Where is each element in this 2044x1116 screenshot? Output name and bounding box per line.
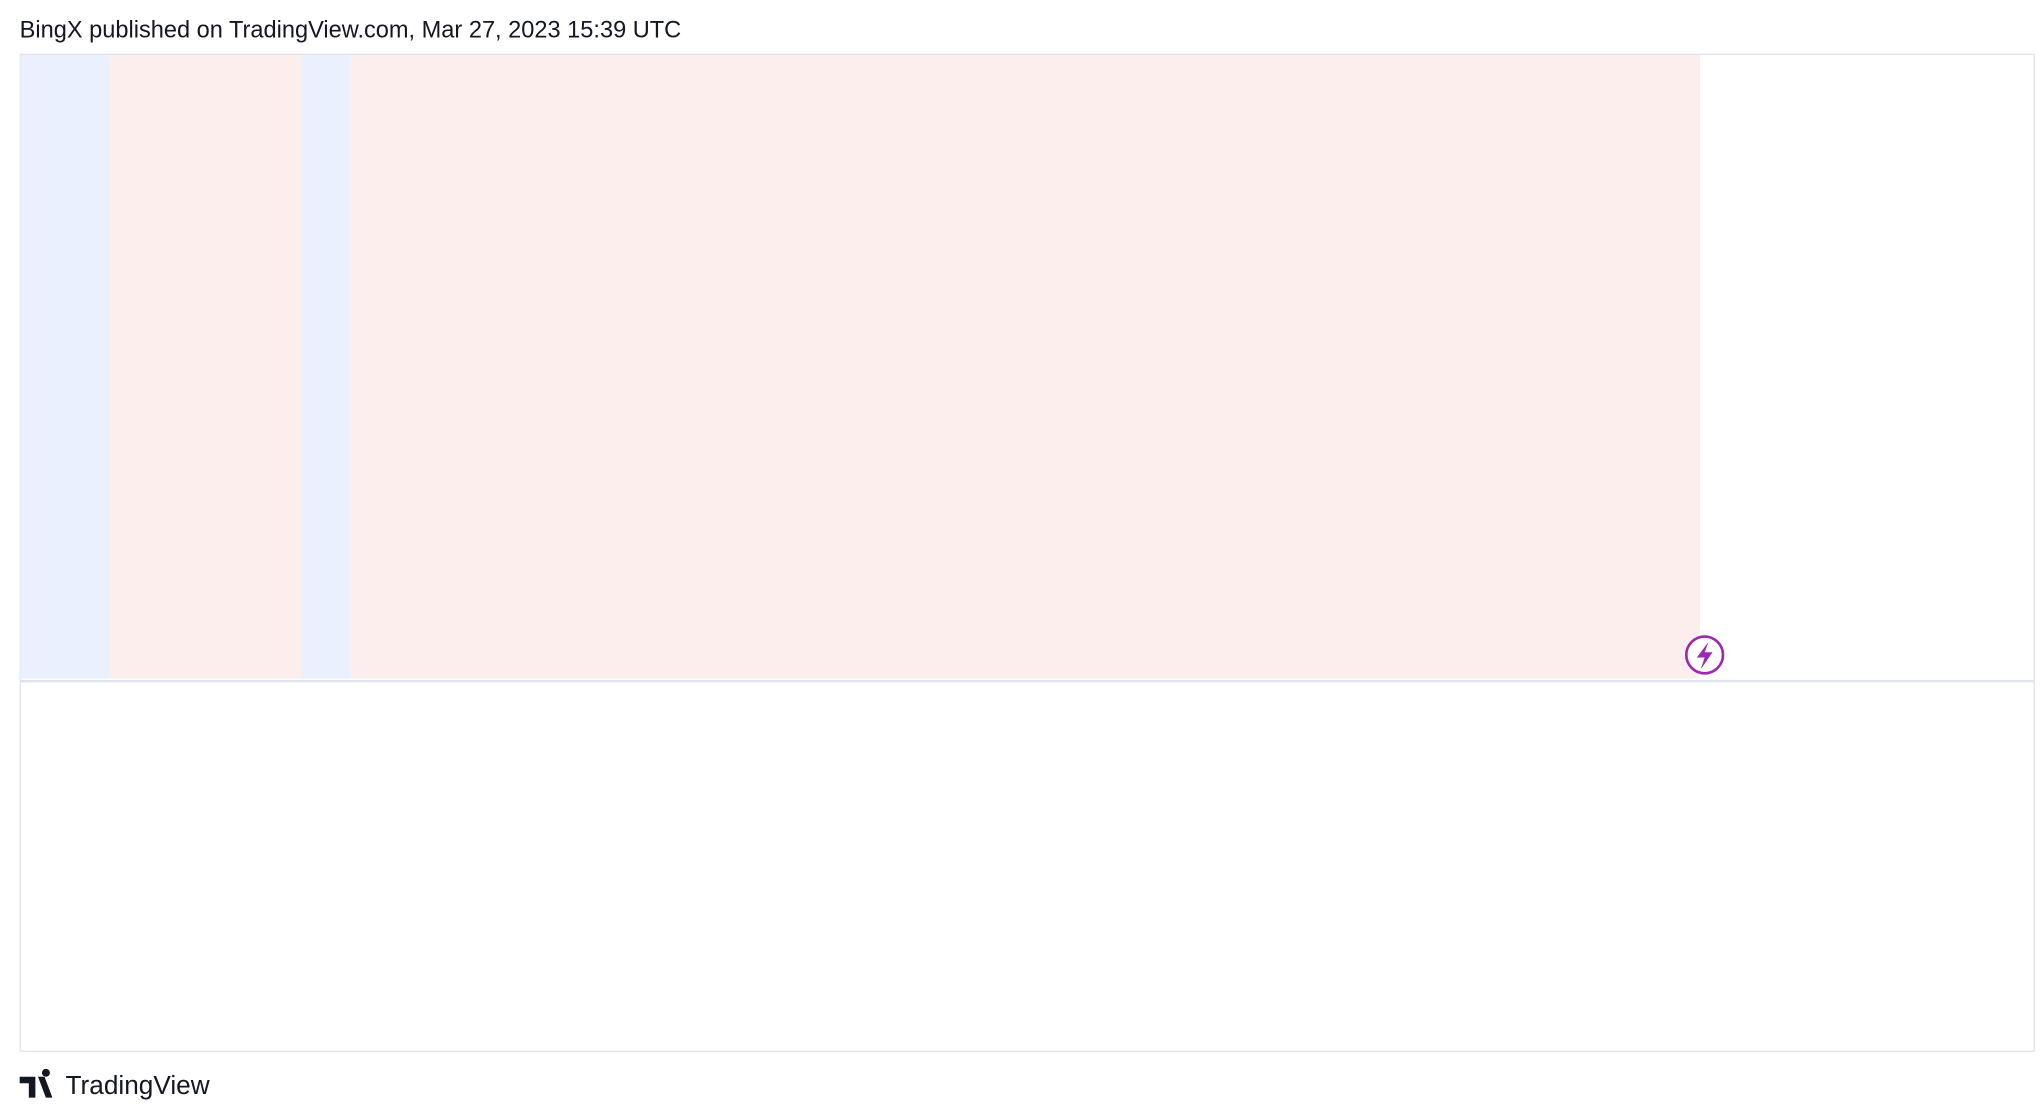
session-shade: [109, 55, 303, 679]
publisher-note: BingX published on TradingView.com, Mar …: [20, 17, 682, 43]
brand-name: TradingView: [66, 1070, 210, 1100]
session-shade: [302, 55, 351, 679]
brand-logo: [19, 1068, 53, 1098]
session-shade: [350, 55, 1701, 679]
session-shade: [20, 55, 110, 679]
lightning-icon: [1684, 635, 1725, 675]
